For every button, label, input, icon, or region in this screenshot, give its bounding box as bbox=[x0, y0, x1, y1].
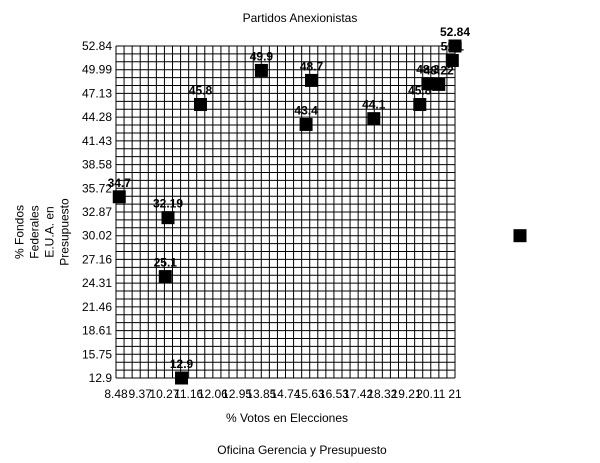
data-point-marker bbox=[367, 112, 381, 126]
y-axis-label-line: Federales bbox=[28, 205, 42, 258]
data-point-label: 52.84 bbox=[440, 25, 470, 39]
y-tick-label: 44.28 bbox=[82, 110, 112, 124]
data-point-marker bbox=[413, 98, 427, 112]
y-tick-label: 41.43 bbox=[82, 134, 112, 148]
y-tick-label: 32.87 bbox=[82, 205, 112, 219]
x-axis-label: % Votos en Elecciones bbox=[226, 411, 348, 425]
y-tick-label: 30.02 bbox=[82, 229, 112, 243]
data-point-label: 12.9 bbox=[170, 357, 194, 371]
y-tick-label: 21.46 bbox=[82, 300, 112, 314]
x-axis-ticks: 8.48 9.3710.2711.1612.0612.9513.8514.7415… bbox=[104, 387, 462, 401]
y-axis-label-line: Presupuesto bbox=[58, 198, 72, 266]
x-tick-label: 14.74 bbox=[270, 387, 300, 401]
y-tick-label: 15.75 bbox=[82, 347, 112, 361]
y-tick-label: 47.13 bbox=[82, 86, 112, 100]
data-point-marker bbox=[158, 270, 172, 284]
x-tick-label: 10.27 bbox=[149, 387, 179, 401]
data-point-label: 45.8 bbox=[189, 84, 213, 98]
data-point-label: 43.4 bbox=[294, 103, 318, 117]
x-tick-label: 20.11 bbox=[416, 387, 445, 401]
y-tick-label: 35.72 bbox=[82, 181, 112, 195]
y-axis-label: % Fondos Federales E.U.A. en Presupuesto bbox=[13, 198, 72, 266]
data-point-marker bbox=[421, 77, 435, 91]
y-tick-label: 24.31 bbox=[82, 276, 112, 290]
y-tick-label: 12.9 bbox=[89, 371, 113, 385]
x-tick-label: 13.85 bbox=[246, 387, 276, 401]
data-point-label: 44.1 bbox=[362, 98, 386, 112]
data-point-marker bbox=[304, 73, 318, 87]
data-point-marker bbox=[193, 98, 207, 112]
data-point-marker bbox=[299, 117, 313, 131]
data-point-label: 32.19 bbox=[153, 197, 183, 211]
data-point-marker bbox=[254, 63, 268, 77]
data-point-label: 25.1 bbox=[154, 256, 178, 270]
data-point-label: 48.3 bbox=[416, 63, 440, 77]
data-point-marker bbox=[432, 77, 446, 91]
y-axis-label-line: E.U.A. en bbox=[43, 206, 57, 257]
x-tick-label: 11.16 bbox=[174, 387, 203, 401]
x-tick-label: 21 bbox=[448, 387, 462, 401]
x-tick-label: 9.37 bbox=[129, 387, 153, 401]
y-axis-label-line: % Fondos bbox=[13, 205, 27, 259]
chart-title: Partidos Anexionistas bbox=[243, 11, 358, 25]
x-tick-label: 16.53 bbox=[319, 387, 349, 401]
x-tick-label: 12.95 bbox=[222, 387, 252, 401]
y-tick-label: 27.16 bbox=[82, 252, 112, 266]
data-point-marker bbox=[112, 190, 126, 204]
x-tick-label: 19.21 bbox=[392, 387, 422, 401]
chart-footer: Oficina Gerencia y Presupuesto bbox=[217, 443, 387, 457]
legend bbox=[513, 229, 527, 243]
data-point-label: 48.7 bbox=[300, 59, 324, 73]
data-point-marker bbox=[161, 211, 175, 225]
data-point-label: 34.7 bbox=[108, 176, 132, 190]
x-tick-label: 12.06 bbox=[198, 387, 228, 401]
data-point-label: 49.9 bbox=[250, 49, 274, 63]
x-tick-label: 17.42 bbox=[343, 387, 373, 401]
data-point-marker bbox=[448, 39, 462, 53]
x-tick-label: 8.48 bbox=[104, 387, 128, 401]
y-axis-ticks: 52.84 49.99 47.13 44.28 41.43 38.58 35.72 32.87… bbox=[82, 39, 112, 385]
y-tick-label: 52.84 bbox=[82, 39, 112, 53]
x-tick-label: 15.63 bbox=[295, 387, 325, 401]
data-point-marker bbox=[175, 371, 189, 385]
y-tick-label: 18.61 bbox=[82, 324, 112, 338]
x-tick-label: 18.32 bbox=[367, 387, 397, 401]
y-tick-label: 38.58 bbox=[82, 158, 112, 172]
y-tick-label: 49.99 bbox=[82, 63, 112, 77]
legend-marker bbox=[513, 229, 527, 243]
data-point-marker bbox=[445, 53, 459, 67]
